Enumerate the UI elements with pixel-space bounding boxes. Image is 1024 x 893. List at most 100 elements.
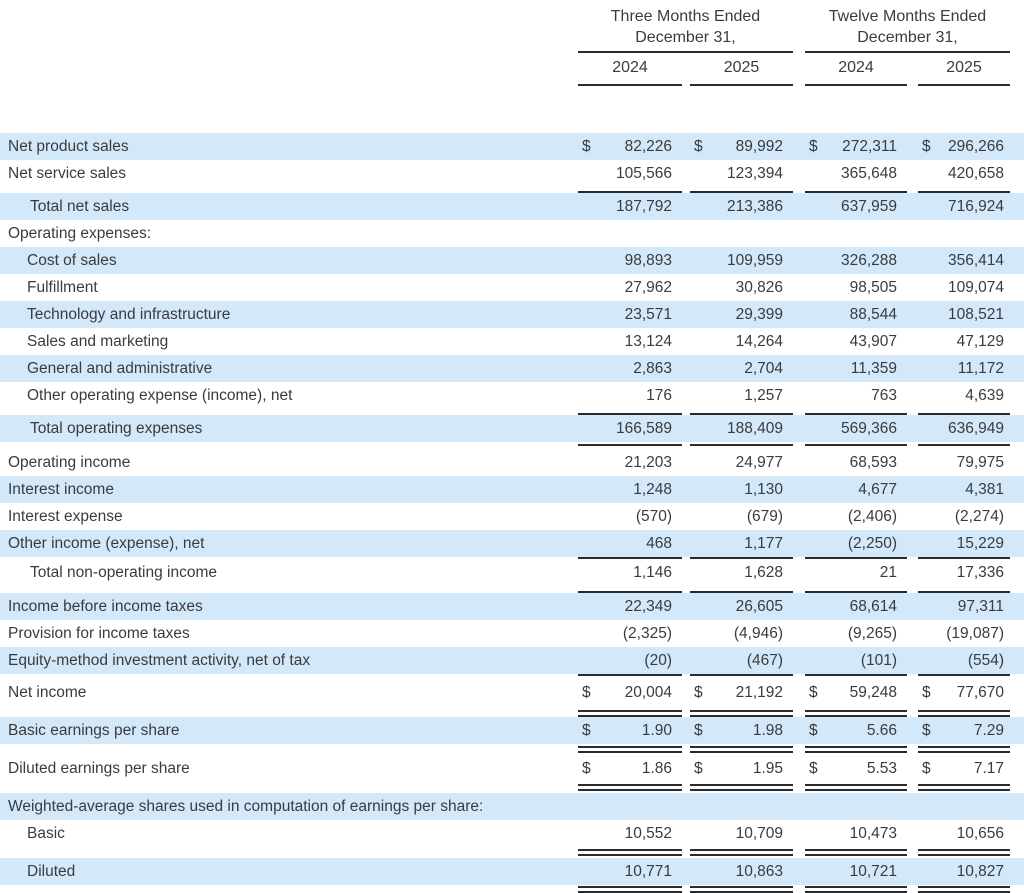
cell-value: 10,552	[624, 825, 672, 842]
currency-symbol: $	[922, 684, 931, 701]
cell-value: 13,124	[624, 333, 672, 350]
cell-value: 30,826	[735, 279, 783, 296]
cell-value: 68,593	[849, 454, 897, 471]
cell-value: 21,203	[624, 454, 672, 471]
cell-value: (2,250)	[847, 535, 897, 552]
row-label: Interest expense	[8, 508, 123, 525]
cell-value: 2,863	[633, 360, 672, 377]
row-weighted-average-shares-heading: Weighted-average shares used in computat…	[0, 793, 1024, 820]
row-label: Equity-method investment activity, net o…	[8, 652, 311, 669]
cell-value: 187,792	[615, 198, 672, 215]
currency-symbol: $	[809, 684, 818, 701]
double-rule-row	[0, 849, 1024, 856]
cell-value: 1,257	[744, 387, 783, 404]
row-label: Basic	[27, 825, 65, 842]
rule-row	[0, 557, 1024, 559]
cell-value: (467)	[746, 652, 783, 669]
cell-value: 420,658	[947, 165, 1004, 182]
cell-value: 636,949	[947, 420, 1004, 437]
row-label: Basic earnings per share	[8, 722, 180, 739]
double-rule-row	[0, 710, 1024, 717]
currency-symbol: $	[582, 722, 591, 739]
double-rule-row	[0, 746, 1024, 753]
cell-value: $272,311	[805, 133, 907, 160]
cell-value: 47,129	[956, 333, 1004, 350]
row-diluted-shares: Diluted 10,771 10,863 10,721 10,827	[0, 858, 1024, 885]
cell-value: 10,827	[956, 863, 1004, 880]
cell-value: (2,274)	[954, 508, 1004, 525]
cell-value: $7.17	[918, 755, 1010, 782]
year-rule	[918, 84, 1010, 86]
row-interest-expense: Interest expense (570) (679) (2,406) (2,…	[0, 503, 1024, 530]
row-basic-earnings-per-share: Basic earnings per share $1.90 $1.98 $5.…	[0, 717, 1024, 744]
cell-value: 4,639	[965, 387, 1004, 404]
cell-value: 17,336	[956, 564, 1004, 581]
cell-value: 43,907	[849, 333, 897, 350]
cell-value: $1.86	[578, 755, 682, 782]
row-total-net-sales: Total net sales 187,792 213,386 637,959 …	[0, 193, 1024, 220]
cell-value: 21	[879, 564, 897, 581]
row-label: Operating expenses:	[8, 225, 152, 242]
rule-row	[0, 591, 1024, 593]
cell-value: 11,172	[957, 360, 1004, 377]
cell-value: $1.98	[690, 717, 793, 744]
cell-value: 29,399	[735, 306, 783, 323]
cell-value: $1.90	[578, 717, 682, 744]
currency-symbol: $	[582, 684, 591, 701]
row-other-income-expense-net: Other income (expense), net 468 1,177 (2…	[0, 530, 1024, 557]
row-income-before-income-taxes: Income before income taxes 22,349 26,605…	[0, 593, 1024, 620]
year-label: 2024	[612, 59, 648, 76]
cell-value: 176	[646, 387, 672, 404]
row-label: Diluted	[27, 863, 76, 880]
row-label: Cost of sales	[27, 252, 117, 269]
row-diluted-earnings-per-share: Diluted earnings per share $1.86 $1.95 $…	[0, 755, 1024, 782]
cell-value: 1,146	[633, 564, 672, 581]
cell-value: 109,074	[947, 279, 1004, 296]
row-technology-and-infrastructure: Technology and infrastructure 23,571 29,…	[0, 301, 1024, 328]
row-net-product-sales: Net product sales $82,226 $89,992 $272,3…	[0, 133, 1024, 160]
cell-value: $21,192	[690, 679, 793, 706]
cell-value: $5.53	[805, 755, 907, 782]
header-group-twelve-months: Twelve Months Ended December 31, 2024 20…	[805, 6, 1010, 86]
cell-value: 98,505	[849, 279, 897, 296]
currency-symbol: $	[922, 722, 931, 739]
row-label: Income before income taxes	[8, 598, 203, 615]
row-label: Total non-operating income	[30, 564, 217, 581]
cell-value: 10,709	[735, 825, 783, 842]
cell-value: 22,349	[624, 598, 672, 615]
cell-value: 10,771	[624, 863, 672, 880]
period-subtitle: December 31,	[635, 29, 736, 46]
cell-value: 10,863	[735, 863, 783, 880]
row-equity-method-investment-activity: Equity-method investment activity, net o…	[0, 647, 1024, 674]
cell-value: 15,229	[956, 535, 1004, 552]
cell-value: 637,959	[840, 198, 897, 215]
cell-value: 326,288	[840, 252, 897, 269]
row-label: Weighted-average shares used in computat…	[8, 798, 484, 815]
year-label: 2025	[723, 59, 760, 76]
cell-value: $82,226	[578, 133, 682, 160]
row-label: General and administrative	[27, 360, 213, 377]
currency-symbol: $	[922, 138, 931, 155]
cell-value: 2,704	[744, 360, 783, 377]
cell-value: (19,087)	[946, 625, 1004, 642]
year-label: 2024	[838, 59, 874, 76]
row-fulfillment: Fulfillment 27,962 30,826 98,505 109,074	[0, 274, 1024, 301]
row-label: Net income	[8, 684, 87, 701]
table-header: Three Months Ended December 31, 2024 202…	[0, 0, 1024, 86]
cell-value: 26,605	[735, 598, 783, 615]
year-rule	[805, 84, 907, 86]
row-label: Total operating expenses	[30, 420, 203, 437]
cell-value: 188,409	[726, 420, 783, 437]
cell-value: (570)	[635, 508, 672, 525]
currency-symbol: $	[809, 722, 818, 739]
currency-symbol: $	[582, 760, 591, 777]
cell-value: 108,521	[947, 306, 1004, 323]
currency-symbol: $	[694, 138, 703, 155]
currency-symbol: $	[694, 722, 703, 739]
row-label: Interest income	[8, 481, 114, 498]
period-title: Three Months Ended	[610, 8, 761, 25]
cell-value: 123,394	[726, 165, 783, 182]
cell-value: 105,566	[615, 165, 672, 182]
cell-value: (554)	[967, 652, 1004, 669]
cell-value: $296,266	[918, 133, 1010, 160]
